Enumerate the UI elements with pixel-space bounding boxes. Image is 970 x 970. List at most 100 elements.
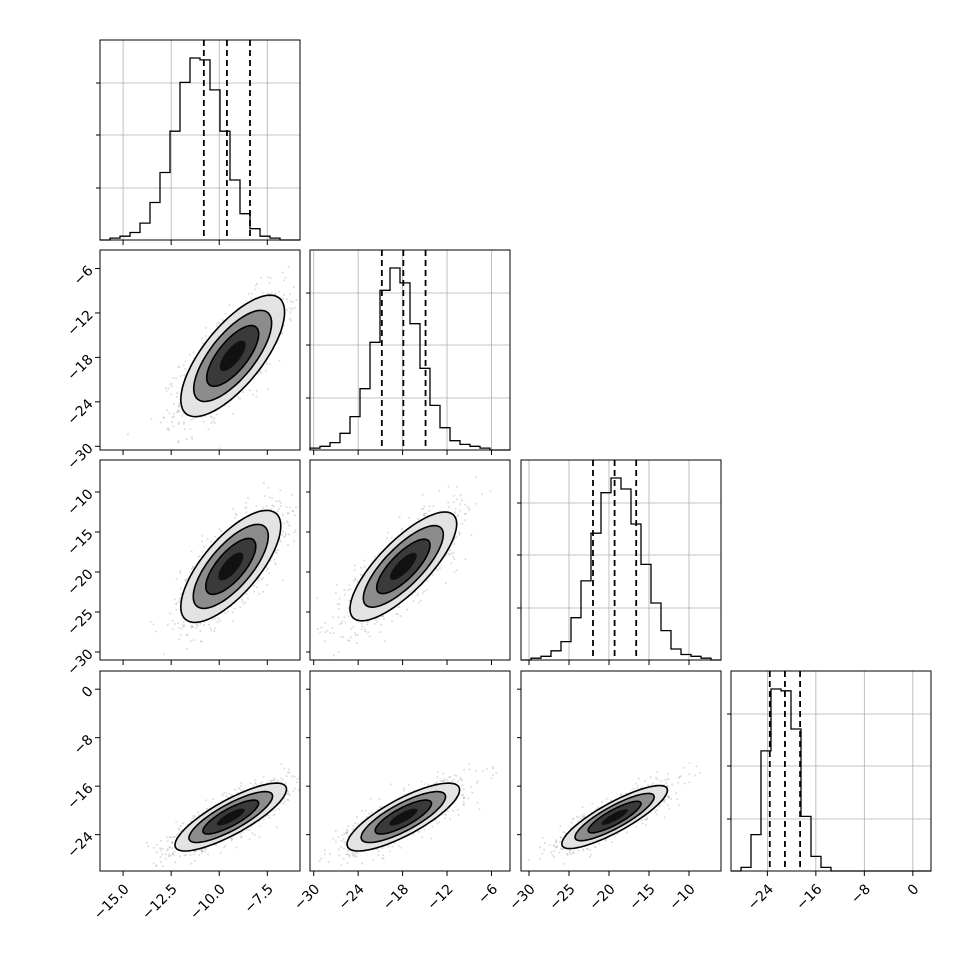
sample-point (292, 286, 295, 288)
sample-point (274, 562, 277, 565)
sample-point (423, 590, 426, 593)
panel-0-1 (126, 265, 298, 450)
sample-point (205, 848, 207, 851)
sample-point (255, 505, 258, 507)
sample-point (244, 601, 247, 604)
sample-point (171, 842, 174, 845)
sample-point (245, 511, 248, 514)
sample-point (278, 359, 281, 362)
sample-point (171, 841, 174, 844)
sample-point (272, 779, 275, 782)
sample-point (182, 626, 185, 628)
sample-point (210, 416, 213, 419)
sample-point (230, 838, 233, 840)
sample-point (286, 771, 289, 774)
sample-point (266, 292, 269, 295)
sample-point (183, 374, 186, 377)
sample-point (188, 353, 191, 356)
sample-point (390, 536, 393, 539)
sample-point (436, 569, 439, 572)
sample-point (296, 781, 298, 784)
sample-point (272, 505, 275, 508)
sample-point (258, 824, 261, 827)
sample-point (178, 365, 181, 368)
sample-point (175, 836, 178, 838)
density-fill (218, 552, 244, 581)
sample-point (244, 501, 247, 504)
sample-point (267, 486, 270, 489)
sample-point (449, 549, 451, 552)
sample-point (220, 530, 223, 533)
sample-point (225, 792, 228, 794)
contour-line (174, 782, 288, 852)
sample-point (177, 410, 179, 413)
sample-point (340, 636, 343, 639)
sample-point (281, 533, 284, 536)
density-fill (216, 808, 245, 826)
sample-point (216, 322, 219, 324)
sample-point (175, 377, 178, 380)
sample-point (258, 592, 261, 595)
sample-point (254, 778, 257, 781)
sample-point (447, 485, 450, 488)
sample-point (231, 620, 234, 622)
sample-point (176, 833, 179, 836)
sample-point (203, 624, 205, 627)
sample-point (159, 421, 162, 424)
sample-point (282, 279, 285, 282)
sample-point (276, 779, 279, 782)
sample-point (240, 785, 243, 788)
sample-point (454, 511, 457, 514)
sample-point (161, 853, 164, 856)
sample-point (219, 619, 221, 622)
sample-point (254, 781, 257, 784)
sample-point (207, 853, 209, 856)
sample-point (278, 290, 281, 293)
sample-point (302, 485, 304, 487)
sample-point (359, 573, 362, 576)
sample-point (234, 512, 237, 515)
sample-point (176, 411, 178, 413)
sample-point (280, 777, 283, 780)
sample-point (221, 794, 224, 797)
sample-point (458, 531, 460, 534)
sample-point (239, 833, 242, 836)
sample-point (287, 792, 290, 795)
sample-point (177, 409, 180, 412)
sample-point (306, 501, 308, 503)
sample-point (200, 640, 203, 643)
sample-point (421, 493, 424, 496)
sample-point (283, 522, 285, 525)
sample-point (184, 578, 187, 581)
sample-point (177, 440, 180, 443)
sample-point (240, 835, 243, 838)
sample-point (177, 404, 180, 407)
sample-point (285, 775, 288, 778)
sample-point (315, 770, 317, 772)
sample-point (271, 504, 274, 507)
sample-point (382, 617, 385, 620)
sample-point (366, 620, 369, 623)
sample-point (261, 576, 264, 579)
sample-point (387, 531, 389, 534)
sample-point (283, 767, 286, 770)
sample-point (168, 846, 171, 849)
sample-point (255, 390, 258, 392)
sample-point (274, 551, 277, 554)
sample-point (286, 521, 289, 524)
sample-point (189, 854, 192, 856)
sample-point (323, 640, 326, 643)
sample-point (177, 622, 180, 625)
sample-point (168, 835, 171, 838)
sample-point (453, 543, 456, 545)
sample-point (423, 505, 426, 508)
sample-point (166, 428, 169, 431)
sample-point (189, 428, 192, 431)
sample-point (192, 817, 195, 820)
sample-point (178, 402, 181, 405)
sample-point (192, 815, 195, 818)
sample-point (447, 552, 449, 555)
sample-point (212, 798, 215, 800)
sample-point (209, 626, 212, 629)
sample-point (172, 854, 175, 857)
